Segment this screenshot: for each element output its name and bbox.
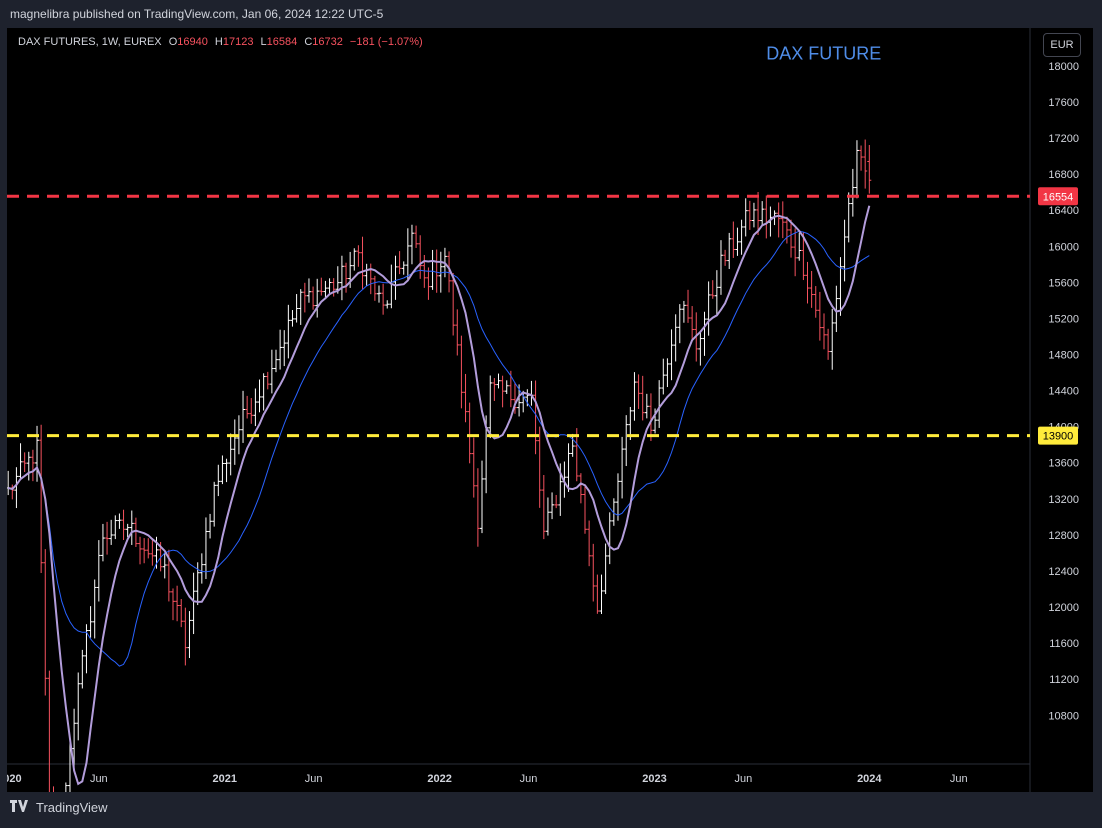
- support-price-label: 13900: [1043, 431, 1074, 443]
- x-tick-label: Jun: [520, 773, 538, 785]
- x-tick-label: Jun: [734, 773, 752, 785]
- symbol-legend: DAX FUTURES, 1W, EUREX O16940 H17123 L16…: [18, 36, 423, 48]
- chart-svg[interactable]: 10800 11200 11600 12000 12400 12800 13200 13600…: [7, 28, 1093, 792]
- high-value: 17123: [222, 36, 254, 48]
- x-tick-label: Jun: [305, 773, 323, 785]
- support-price-tag: [1038, 426, 1078, 445]
- chart-annotation-text[interactable]: DAX FUTURE: [766, 44, 881, 64]
- y-tick-label: 12400: [1048, 566, 1079, 578]
- change-value: −181 (−1.07%): [349, 36, 423, 48]
- y-tick-label: 12800: [1048, 530, 1079, 542]
- y-tick-label: 15600: [1048, 277, 1079, 289]
- open-label: O: [168, 36, 178, 48]
- y-tick-label: 11200: [1049, 674, 1079, 686]
- open-value: 16940: [177, 36, 208, 48]
- close-label: C: [304, 36, 313, 48]
- resistance-price-tag: [1038, 187, 1078, 206]
- y-tick-label: 12000: [1048, 602, 1079, 614]
- footer: TradingView: [10, 800, 108, 815]
- y-tick-label: 15200: [1048, 313, 1079, 325]
- close-value: 16732: [312, 36, 343, 48]
- resistance-price-label: 16554: [1043, 191, 1074, 203]
- high-label: H: [214, 36, 223, 48]
- brand-name[interactable]: TradingView: [36, 800, 108, 815]
- x-tick-label: 2024: [857, 773, 882, 785]
- tradingview-logo-glyph: [10, 800, 28, 812]
- y-tick-label: 11600: [1049, 638, 1079, 650]
- y-tick-label: 14800: [1048, 350, 1079, 362]
- x-tick-label: Jun: [90, 773, 108, 785]
- currency-button[interactable]: EUR: [1043, 33, 1081, 57]
- y-tick-label: 16400: [1048, 205, 1079, 217]
- y-tick-label: 18000: [1048, 61, 1079, 73]
- x-tick-label: 2021: [213, 773, 237, 785]
- y-tick-label: 14400: [1048, 386, 1079, 398]
- y-tick-label: 13200: [1048, 494, 1079, 506]
- chart-frame[interactable]: 10800 11200 11600 12000 12400 12800 13200 13600…: [7, 28, 1093, 792]
- x-tick-label: 2022: [427, 773, 451, 785]
- y-tick-label: 17200: [1048, 133, 1079, 145]
- x-tick-label: 2020: [7, 773, 22, 785]
- y-tick-label: 13600: [1048, 458, 1079, 470]
- x-tick-label: Jun: [950, 773, 968, 785]
- x-tick-label: 2023: [642, 773, 666, 785]
- low-label: L: [260, 36, 267, 48]
- tradingview-logo-icon[interactable]: [10, 800, 30, 815]
- ma-fast-line[interactable]: [7, 205, 871, 786]
- publisher-header: magnelibra published on TradingView.com,…: [10, 7, 384, 21]
- y-tick-label: 16800: [1048, 169, 1079, 181]
- y-tick-label: 17600: [1048, 97, 1079, 109]
- y-tick-label: 10800: [1048, 710, 1079, 722]
- y-tick-label: 16000: [1048, 241, 1079, 253]
- symbol-name[interactable]: DAX FUTURES, 1W, EUREX: [18, 36, 162, 48]
- low-value: 16584: [266, 36, 298, 48]
- chart-background: [7, 28, 1093, 792]
- ma-slow-line[interactable]: [8, 230, 870, 667]
